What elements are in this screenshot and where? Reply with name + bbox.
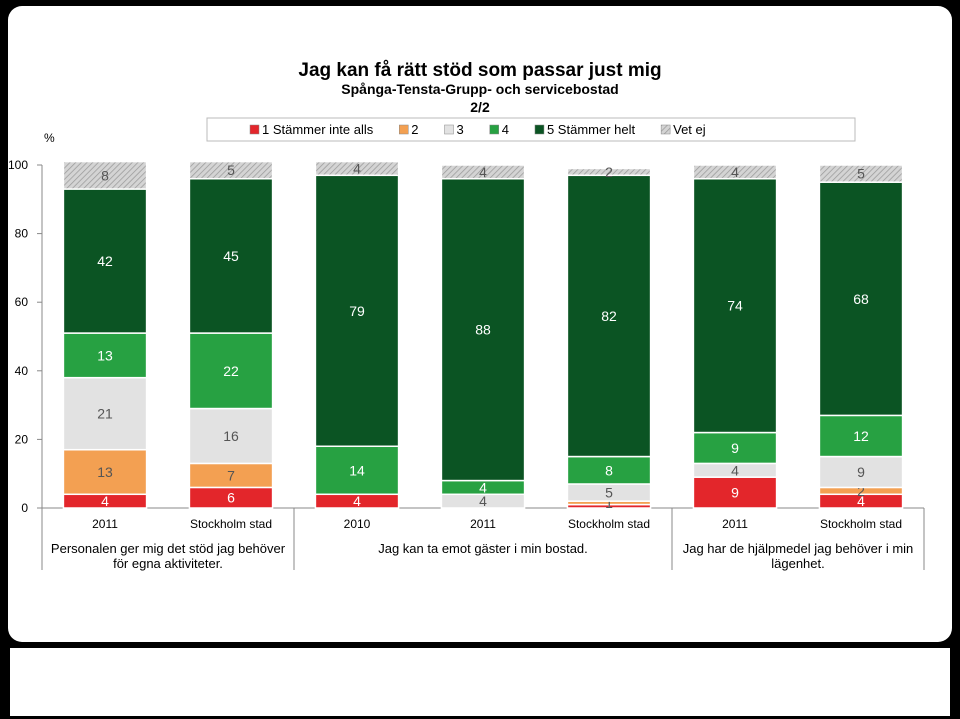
data-label: 4 (731, 462, 739, 478)
data-label: 2 (605, 164, 613, 180)
data-label: 88 (475, 322, 491, 338)
page-number: 2/2 (470, 99, 490, 115)
bar-segment (188, 462, 274, 489)
data-label: 1 (605, 498, 613, 514)
data-label: 79 (349, 303, 365, 319)
data-label: 8 (605, 462, 613, 478)
bar-segment (566, 167, 652, 177)
x-tick-label: 2011 (470, 517, 496, 531)
data-label: 74 (727, 298, 743, 314)
data-label: 82 (601, 308, 617, 324)
chart-title: Jag kan få rätt stöd som passar just mig (298, 60, 661, 81)
legend-label: 3 (457, 122, 464, 137)
group-label: Jag har de hjälpmedel jag behöver i min … (682, 541, 914, 571)
data-label: 5 (605, 485, 613, 501)
y-tick-label: 0 (21, 501, 28, 515)
data-label: 7 (227, 467, 235, 483)
data-label: 6 (227, 490, 235, 506)
footer-strip (10, 648, 950, 716)
x-tick-label: 2011 (92, 517, 118, 531)
y-tick-label: 40 (15, 364, 29, 378)
legend-label: 1 Stämmer inte alls (262, 122, 374, 137)
bar-segment (692, 476, 778, 509)
y-axis-label: % (44, 131, 55, 145)
data-label: 16 (223, 428, 239, 444)
data-label: 42 (97, 253, 113, 269)
legend-swatch (249, 124, 260, 135)
legend-swatch (399, 124, 409, 135)
data-label: 4 (857, 493, 865, 509)
x-tick-label: 2011 (722, 517, 748, 531)
bar-segment (62, 160, 148, 190)
bar-segment (188, 160, 274, 180)
data-label: 13 (97, 464, 113, 480)
bar-segment (440, 177, 526, 482)
legend-label: 4 (502, 122, 509, 137)
data-label: 4 (479, 164, 487, 180)
legend (206, 117, 856, 142)
bar-segment (692, 431, 778, 465)
legend-swatch (489, 124, 499, 135)
legend-swatch (660, 124, 671, 135)
data-label: 5 (227, 162, 235, 178)
bar-segment (440, 164, 526, 180)
data-label: 1 (605, 495, 613, 511)
x-tick-label: Stockholm stad (190, 517, 272, 531)
data-label: 13 (97, 347, 113, 363)
data-label: 9 (731, 485, 739, 501)
group-label: Jag kan ta emot gäster i min bostad. (378, 541, 588, 556)
bar-segment (818, 181, 904, 417)
data-label: 45 (223, 248, 239, 264)
data-label: 21 (97, 406, 113, 422)
bar-segment (62, 448, 148, 496)
data-label: 4 (353, 160, 361, 176)
bar-segment (62, 376, 148, 451)
group-label: Personalen ger mig det stöd jag behöver … (50, 541, 286, 571)
y-tick-label: 80 (15, 227, 29, 241)
data-label: 12 (853, 428, 869, 444)
data-label: 9 (857, 464, 865, 480)
data-label: 4 (353, 493, 361, 509)
x-tick-label: Stockholm stad (568, 517, 650, 531)
bar-segment (692, 164, 778, 180)
chart-subtitle: Spånga-Tensta-Grupp- och servicebostad (341, 81, 618, 97)
y-tick-label: 60 (15, 295, 29, 309)
bar-segment (188, 177, 274, 334)
data-label: 68 (853, 291, 869, 307)
bar-segment (314, 160, 400, 177)
data-label: 5 (857, 166, 865, 182)
legend-swatch (534, 124, 545, 135)
bar-segment (62, 188, 148, 334)
legend-label: 5 Stämmer helt (547, 122, 636, 137)
y-tick-label: 20 (15, 432, 29, 446)
bar-segment (566, 174, 652, 458)
legend-label: 2 (411, 122, 418, 137)
x-tick-label: Stockholm stad (820, 517, 902, 531)
bar-segment (314, 174, 400, 448)
bar-segment (188, 332, 274, 410)
x-tick-label: 2010 (344, 517, 371, 531)
data-label: 4 (731, 164, 739, 180)
bar-segment (818, 164, 904, 183)
bar-segment (566, 455, 652, 485)
bar-segment (692, 177, 778, 434)
legend-swatch (444, 124, 454, 135)
bar-segment (62, 332, 148, 379)
data-label: 8 (101, 167, 109, 183)
data-label: 4 (479, 479, 487, 495)
bar-segment (818, 455, 904, 489)
data-label: 4 (479, 493, 487, 509)
legend-label: Vet ej (673, 122, 706, 137)
bar-segment (188, 407, 274, 465)
data-label: 14 (349, 462, 365, 478)
data-label: 4 (101, 493, 109, 509)
y-tick-label: 100 (8, 158, 28, 172)
data-label: 22 (223, 363, 239, 379)
data-label: 9 (731, 440, 739, 456)
data-label: 2 (857, 483, 865, 499)
bar-segment (314, 445, 400, 496)
